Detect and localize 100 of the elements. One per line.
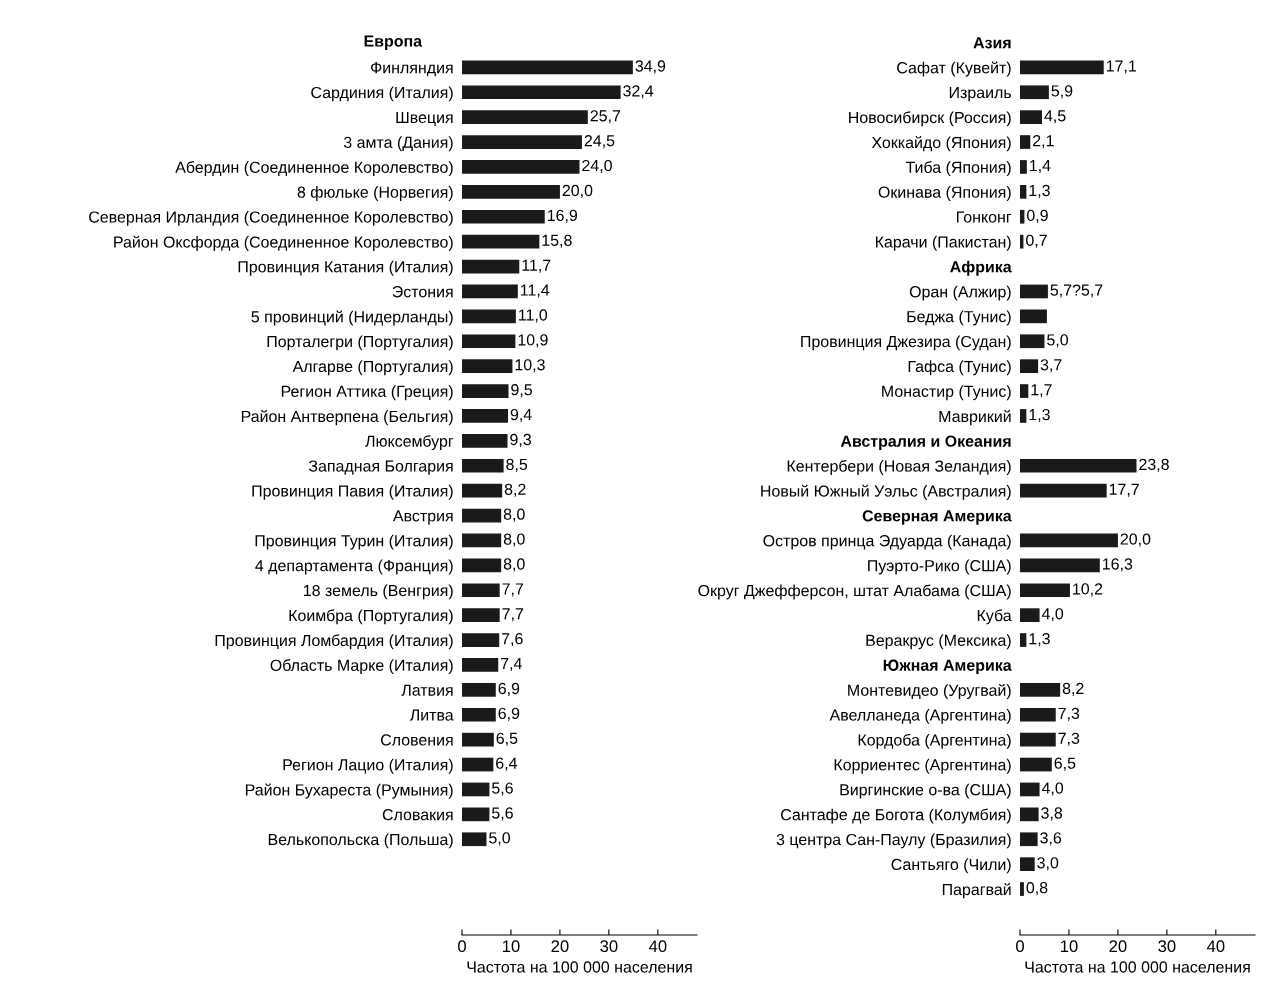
bar (1020, 185, 1027, 199)
y-tick-label: Африка (950, 260, 1012, 276)
y-tick-label: Сантафе де Богота (Колумбия) (781, 808, 1011, 824)
data-label: 7,3 (1058, 732, 1080, 746)
y-tick-label: Коимбра (Португалия) (289, 609, 453, 625)
data-label: 15,8 (542, 234, 572, 248)
bar (1020, 135, 1031, 149)
y-tick-label: Монастир (Тунис) (882, 385, 1011, 401)
y-tick-label: Окинава (Япония) (878, 186, 1011, 201)
data-label: 24,5 (584, 135, 615, 149)
x-tick-label: 10 (502, 940, 520, 953)
y-tick-label: 8 фюльке (Норвегия) (297, 186, 453, 201)
bar (1020, 807, 1039, 822)
data-label: 20,0 (562, 184, 593, 199)
data-label: 16,3 (1102, 558, 1133, 572)
data-label: 0,9 (1026, 209, 1048, 223)
data-label: 10,9 (518, 334, 548, 348)
data-label: 16,9 (547, 209, 578, 223)
y-tick-label: Сафат (Кувейт) (897, 61, 1011, 77)
bar (462, 409, 509, 423)
bar (1020, 782, 1040, 797)
y-tick-label: Парагвай (942, 883, 1011, 899)
data-label: 1,7 (1031, 384, 1052, 398)
x-tick-label: 40 (1206, 940, 1225, 953)
y-tick-label: Абердин (Соединенное Королевство) (175, 161, 453, 177)
y-tick-label: Латвия (401, 684, 453, 696)
y-tick-label: 18 земель (Венгрия) (303, 584, 453, 600)
bar (462, 782, 490, 797)
y-tick-label: Западная Болгария (308, 460, 453, 475)
y-tick-label: Провинция Ломбардия (Италия) (215, 634, 453, 650)
y-tick-label: Корриентес (Аргентина) (834, 758, 1011, 774)
bar (1020, 583, 1070, 598)
data-label: 23,8 (1139, 458, 1169, 472)
x-tick-label: 0 (458, 940, 466, 953)
data-label: 7,4 (501, 658, 522, 672)
y-tick-label: Хоккайдо (Япония) (871, 136, 1011, 152)
bar (462, 658, 499, 672)
data-label: 6,9 (498, 707, 520, 721)
bar (462, 608, 500, 622)
bar (1020, 160, 1027, 174)
y-tick-label: Гафса (Тунис) (908, 360, 1011, 376)
bar (1020, 110, 1043, 124)
y-tick-label: Оран (Алжир) (909, 285, 1011, 301)
y-tick-label: Велькопольска (Польша) (268, 833, 453, 849)
data-label: 8,0 (503, 558, 525, 572)
bar (462, 259, 520, 274)
y-tick-label: 4 департамента (Франция) (255, 559, 453, 575)
data-label: 3,7 (1040, 359, 1062, 373)
data-label: 11,4 (520, 284, 550, 298)
bar (1020, 309, 1047, 324)
y-tick-label: Район Бухареста (Румыния) (245, 783, 453, 799)
bar (462, 633, 500, 647)
bar (462, 135, 582, 149)
bar (1020, 707, 1056, 722)
y-tick-label: 5 провинций (Нидерланды) (251, 310, 453, 326)
data-label: 8,2 (1062, 682, 1084, 697)
data-label: 6,9 (498, 682, 520, 697)
y-tick-label: Остров принца Эдуарда (Канада) (763, 534, 1011, 550)
y-tick-label: Австралия и Океания (840, 435, 1011, 450)
data-label: 3,8 (1041, 807, 1063, 821)
data-label: 9,5 (511, 384, 532, 398)
data-label: 7,6 (501, 633, 523, 647)
chart-title: Европа (364, 35, 423, 50)
x-tick-label: 20 (1109, 940, 1127, 953)
bar (462, 683, 496, 697)
y-tick-label: Южная Америка (883, 659, 1012, 675)
x-tick-label: 10 (1060, 940, 1078, 953)
data-label: 7,3 (1058, 707, 1080, 721)
bar (462, 832, 487, 847)
data-label: 11,0 (519, 309, 548, 323)
bar (462, 384, 509, 398)
data-label: 17,1 (1106, 60, 1136, 74)
y-tick-label: 3 амта (Дания) (343, 136, 453, 152)
bar (462, 284, 518, 299)
x-axis-title: Частота на 100 000 населения (467, 961, 692, 973)
data-label: 4,5 (1044, 110, 1066, 124)
bar (1020, 284, 1048, 299)
x-tick-label: 40 (648, 940, 667, 953)
bar (1020, 334, 1045, 349)
data-label: 32,4 (623, 85, 654, 99)
y-tick-label: Район Антверпена (Бельгия) (241, 410, 453, 426)
data-label: 5,7?5,7 (1050, 284, 1103, 298)
y-tick-label: Монтевидео (Уругвай) (848, 683, 1011, 700)
y-tick-label: Карачи (Пакистан) (875, 235, 1011, 251)
bar (1020, 409, 1027, 423)
bar (462, 458, 504, 473)
bar (462, 60, 633, 75)
y-tick-label: Порталегри (Португалия) (267, 335, 453, 351)
y-tick-label: Словакия (382, 808, 453, 821)
data-label: 8,0 (503, 508, 525, 522)
y-tick-label: Австрия (392, 510, 453, 525)
y-tick-label: Провинция Катания (Италия) (238, 260, 453, 276)
bar (462, 533, 502, 548)
data-label: 24,0 (582, 159, 612, 174)
data-label: 6,4 (496, 757, 518, 771)
data-label: 2,1 (1033, 135, 1054, 149)
bar (462, 434, 508, 448)
bar (1020, 558, 1100, 573)
y-tick-label: Маврикий (939, 410, 1011, 426)
bar (462, 757, 494, 772)
